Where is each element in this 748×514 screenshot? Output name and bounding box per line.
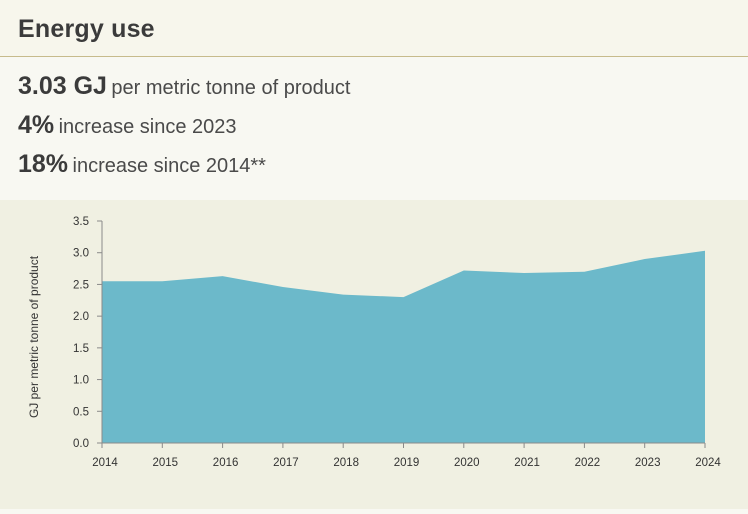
x-tick-label: 2015 (153, 457, 179, 469)
x-tick-label: 2018 (333, 457, 359, 469)
y-tick-label: 1.5 (73, 343, 89, 355)
stat-description: per metric tonne of product (111, 77, 351, 99)
x-tick-label: 2019 (394, 457, 420, 469)
stat-energy-intensity: 3.03 GJ per metric tonne of product (18, 74, 350, 99)
plot-area (102, 250, 705, 443)
x-tick-label: 2014 (92, 457, 118, 469)
area-chart: 0.00.51.01.52.02.53.03.5 2014 2015 2016 201… (27, 216, 721, 469)
x-tick-label: 2023 (635, 457, 661, 469)
x-tick-label: 2020 (454, 457, 480, 469)
header-bar: Energy use (0, 0, 748, 57)
area-series (102, 250, 705, 443)
y-tick-label: 3.5 (73, 216, 89, 228)
x-tick-label: 2024 (695, 457, 721, 469)
stat-description: increase since 2014** (72, 155, 266, 177)
x-tick-label: 2022 (575, 457, 601, 469)
x-tick-label: 2016 (213, 457, 239, 469)
stat-value: 18% (18, 150, 69, 178)
y-axis: 0.0 0.5 1.0 1.5 2.0 2.5 3.0 3.5 (73, 216, 103, 450)
x-axis: 2014 2015 2016 2017 2018 2019 2020 2021 2022 2023… (92, 442, 721, 469)
page-title: Energy use (18, 15, 155, 43)
stat-value: 3.03 GJ (18, 72, 107, 100)
stat-change-since-2014: 18% increase since 2014** (18, 152, 266, 177)
stats-panel: 3.03 GJ per metric tonne of product 4% i… (0, 57, 748, 200)
stat-change-since-2023: 4% increase since 2023 (18, 113, 236, 138)
stat-value: 4% (18, 111, 55, 139)
y-axis-label: GJ per metric tonne of product (27, 255, 41, 418)
y-tick-label: 2.0 (73, 311, 89, 323)
y-tick-label: 0.5 (73, 406, 89, 418)
stat-description: increase since 2023 (58, 116, 237, 138)
x-tick-label: 2017 (273, 457, 299, 469)
x-tick-label: 2021 (514, 457, 540, 469)
y-tick-label: 3.0 (73, 248, 89, 260)
y-tick-label: 2.5 (73, 279, 89, 291)
y-tick-label: 0.0 (73, 438, 89, 450)
chart-panel: 0.0 0.5 1.0 1.5 2.0 2.5 3.0 3.5 2014 2015 2016 201… (0, 200, 748, 509)
y-tick-label: 1.0 (73, 375, 89, 387)
